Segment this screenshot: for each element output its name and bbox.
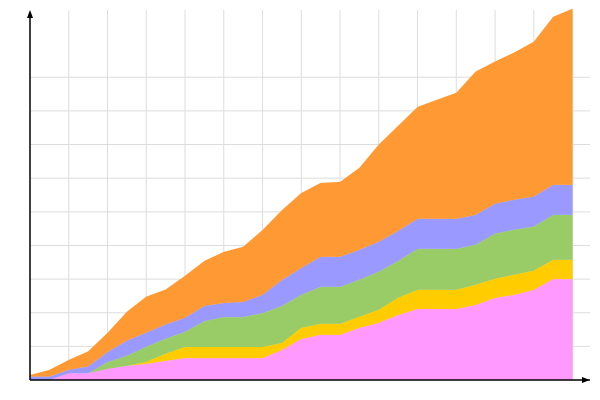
axes <box>27 10 590 383</box>
area-series-1 <box>30 279 573 380</box>
x-axis-arrow-icon <box>582 377 590 383</box>
area-series-4 <box>30 184 573 380</box>
y-axis-arrow-icon <box>27 10 33 18</box>
area-series-5 <box>30 8 573 377</box>
area-layers <box>30 8 573 380</box>
area-series-2 <box>30 259 573 380</box>
area-series-3 <box>30 214 573 380</box>
